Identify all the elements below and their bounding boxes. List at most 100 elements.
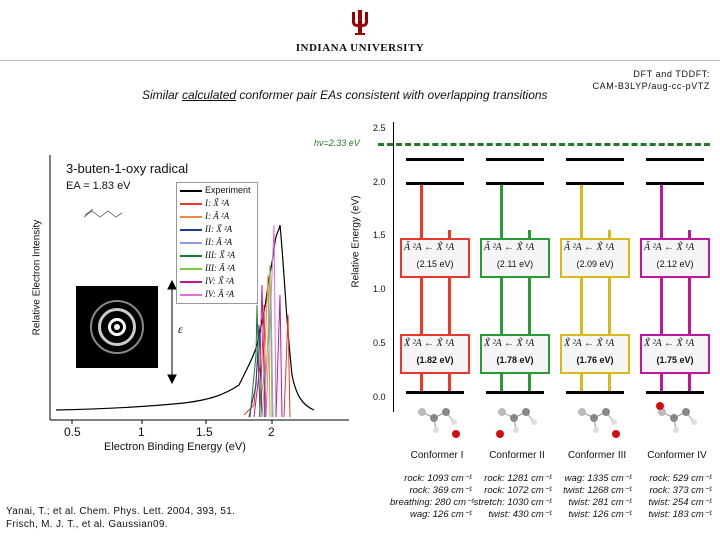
level-top <box>486 158 544 161</box>
upper-transition-label: Ã ²A ← X̃ ¹A <box>564 242 615 253</box>
vibration-mode: twist: 254 cm⁻¹ <box>648 497 712 508</box>
legend-label: I: Ã ²A <box>205 211 230 221</box>
upper-transition-box: Ã ²A ← X̃ ¹A (2.12 eV) <box>640 238 710 278</box>
legend-entry: II: Ã ²A <box>180 238 232 247</box>
molecule-structure-icon <box>412 402 462 442</box>
lower-transition-box: X̃ ²A ← X̃ ¹A (1.82 eV) <box>400 334 470 374</box>
molecule-structure-icon <box>652 402 702 442</box>
spectrum-ylabel: Relative Electron Intensity <box>31 219 43 336</box>
legend-swatch <box>180 215 202 218</box>
ytick-1.5: 1.5 <box>373 230 386 240</box>
legend-entry: I: Ã ²A <box>180 212 229 221</box>
level-top <box>566 158 624 161</box>
conformer-name: Conformer I <box>410 450 464 461</box>
legend-label: I: X̃ ²A <box>205 198 230 208</box>
lower-transition-box: X̃ ²A ← X̃ ¹A (1.78 eV) <box>480 334 550 374</box>
ytick-2.5: 2.5 <box>373 123 386 133</box>
transition-arrow <box>580 185 583 391</box>
spectrum-xtick-0: 0.5 <box>64 425 81 439</box>
method-line-1: DFT and TDDFT: <box>633 69 710 79</box>
vibration-mode: twist: 183 cm⁻¹ <box>648 509 712 520</box>
level-upper <box>566 182 624 185</box>
legend-entry: IV: Ã ²A <box>180 290 234 299</box>
transition-arrow <box>500 185 503 391</box>
trident-logo-icon <box>352 10 368 35</box>
legend-label: II: Ã ²A <box>205 237 233 247</box>
ytick-0.5: 0.5 <box>373 338 386 348</box>
transition-arrow <box>608 230 611 391</box>
upper-transition-value: (2.09 eV) <box>576 259 614 269</box>
computed-spectra <box>243 224 291 418</box>
photoelectron-ring-outer <box>90 300 144 354</box>
vibration-mode: rock: 1072 cm⁻¹ <box>484 485 552 496</box>
legend-swatch <box>180 241 202 244</box>
legend-entry: I: X̃ ²A <box>180 199 229 208</box>
level-ground <box>646 391 704 394</box>
photoelectron-ring-inner <box>108 318 126 336</box>
conformer-name: Conformer II <box>489 450 545 461</box>
legend-swatch <box>180 189 202 192</box>
molecule-structure-icon <box>492 402 542 442</box>
photoelectron-ring-mid <box>98 308 136 346</box>
level-ground <box>566 391 624 394</box>
vibration-mode: breathing: 280 cm⁻¹ <box>390 497 475 508</box>
vibration-mode: twist: 1268 cm⁻¹ <box>563 485 632 496</box>
lower-transition-label: X̃ ²A ← X̃ ¹A <box>404 338 455 349</box>
energy-axis <box>393 122 394 412</box>
level-ground <box>486 391 544 394</box>
ytick-1.0: 1.0 <box>373 284 386 294</box>
legend-label: III: Ã ²A <box>205 263 236 273</box>
photoelectron-center <box>114 324 120 330</box>
vibration-mode: rock: 529 cm⁻¹ <box>649 473 712 484</box>
method-line-2: CAM-B3LYP/aug-cc-pVTZ <box>592 81 710 91</box>
vibration-mode: twist: 281 cm⁻¹ <box>568 497 632 508</box>
vibration-mode: rock: 1281 cm⁻¹ <box>484 473 552 484</box>
lower-transition-label: X̃ ²A ← X̃ ¹A <box>564 338 615 349</box>
header-rule <box>0 60 720 61</box>
legend-entry: III: Ã ²A <box>180 264 235 273</box>
transition-arrow <box>448 230 451 391</box>
lower-transition-value: (1.78 eV) <box>496 355 534 365</box>
reference-1-text: Yanai, T.; et al. Chem. Phys. Lett. 2004… <box>6 506 236 517</box>
legend-entry: II: X̃ ²A <box>180 225 232 234</box>
spectrum-plot <box>49 155 349 424</box>
level-top <box>646 158 704 161</box>
slide-subtitle: Similar calculated conformer pair EAs co… <box>142 88 548 102</box>
lower-transition-label: X̃ ²A ← X̃ ¹A <box>644 338 695 349</box>
lower-transition-value: (1.75 eV) <box>656 355 694 365</box>
upper-transition-box: Ã ²A ← X̃ ¹A (2.15 eV) <box>400 238 470 278</box>
lower-transition-value: (1.82 eV) <box>416 355 454 365</box>
legend-entry: Experiment <box>180 186 251 195</box>
method-label: DFT and TDDFT: CAM-B3LYP/aug-cc-pVTZ <box>593 68 710 92</box>
legend-swatch <box>180 202 202 205</box>
subtitle-underlined: calculated <box>182 88 237 102</box>
hv-label: hν=2.33 eV <box>314 138 360 148</box>
legend-label: IV: X̃ ²A <box>205 276 235 286</box>
upper-transition-label: Ã ²A ← X̃ ¹A <box>644 242 695 253</box>
level-upper <box>486 182 544 185</box>
lower-transition-box: X̃ ²A ← X̃ ¹A (1.75 eV) <box>640 334 710 374</box>
lower-transition-label: X̃ ²A ← X̃ ¹A <box>484 338 535 349</box>
conformer-name: Conformer III <box>567 450 627 461</box>
spectrum-ea: EA = 1.83 eV <box>66 180 131 192</box>
vibration-mode: rock: 373 cm⁻¹ <box>649 485 712 496</box>
vibration-mode: rock: 369 cm⁻¹ <box>409 485 472 496</box>
legend-swatch <box>180 228 202 231</box>
subtitle-post: conformer pair EAs consistent with overl… <box>236 88 548 102</box>
legend-label: III: X̃ ²A <box>205 250 236 260</box>
ytick-2.0: 2.0 <box>373 177 386 187</box>
level-top <box>406 158 464 161</box>
spectrum-xtick-2: 1.5 <box>196 425 213 439</box>
level-upper <box>646 182 704 185</box>
upper-transition-value: (2.11 eV) <box>496 259 534 269</box>
university-name: INDIANA UNIVERSITY <box>295 42 425 54</box>
transition-arrow <box>688 230 691 391</box>
transition-arrow <box>660 185 663 391</box>
upper-transition-label: Ã ²A ← X̃ ¹A <box>484 242 535 253</box>
conformer-name: Conformer IV <box>647 450 707 461</box>
hv-line <box>378 143 710 146</box>
spectrum-xtick-3: 2 <box>268 425 275 439</box>
molecule-sketch <box>83 208 123 218</box>
spectrum-xtick-1: 1 <box>138 425 145 439</box>
vibration-mode: rock: 1093 cm⁻¹ <box>404 473 472 484</box>
